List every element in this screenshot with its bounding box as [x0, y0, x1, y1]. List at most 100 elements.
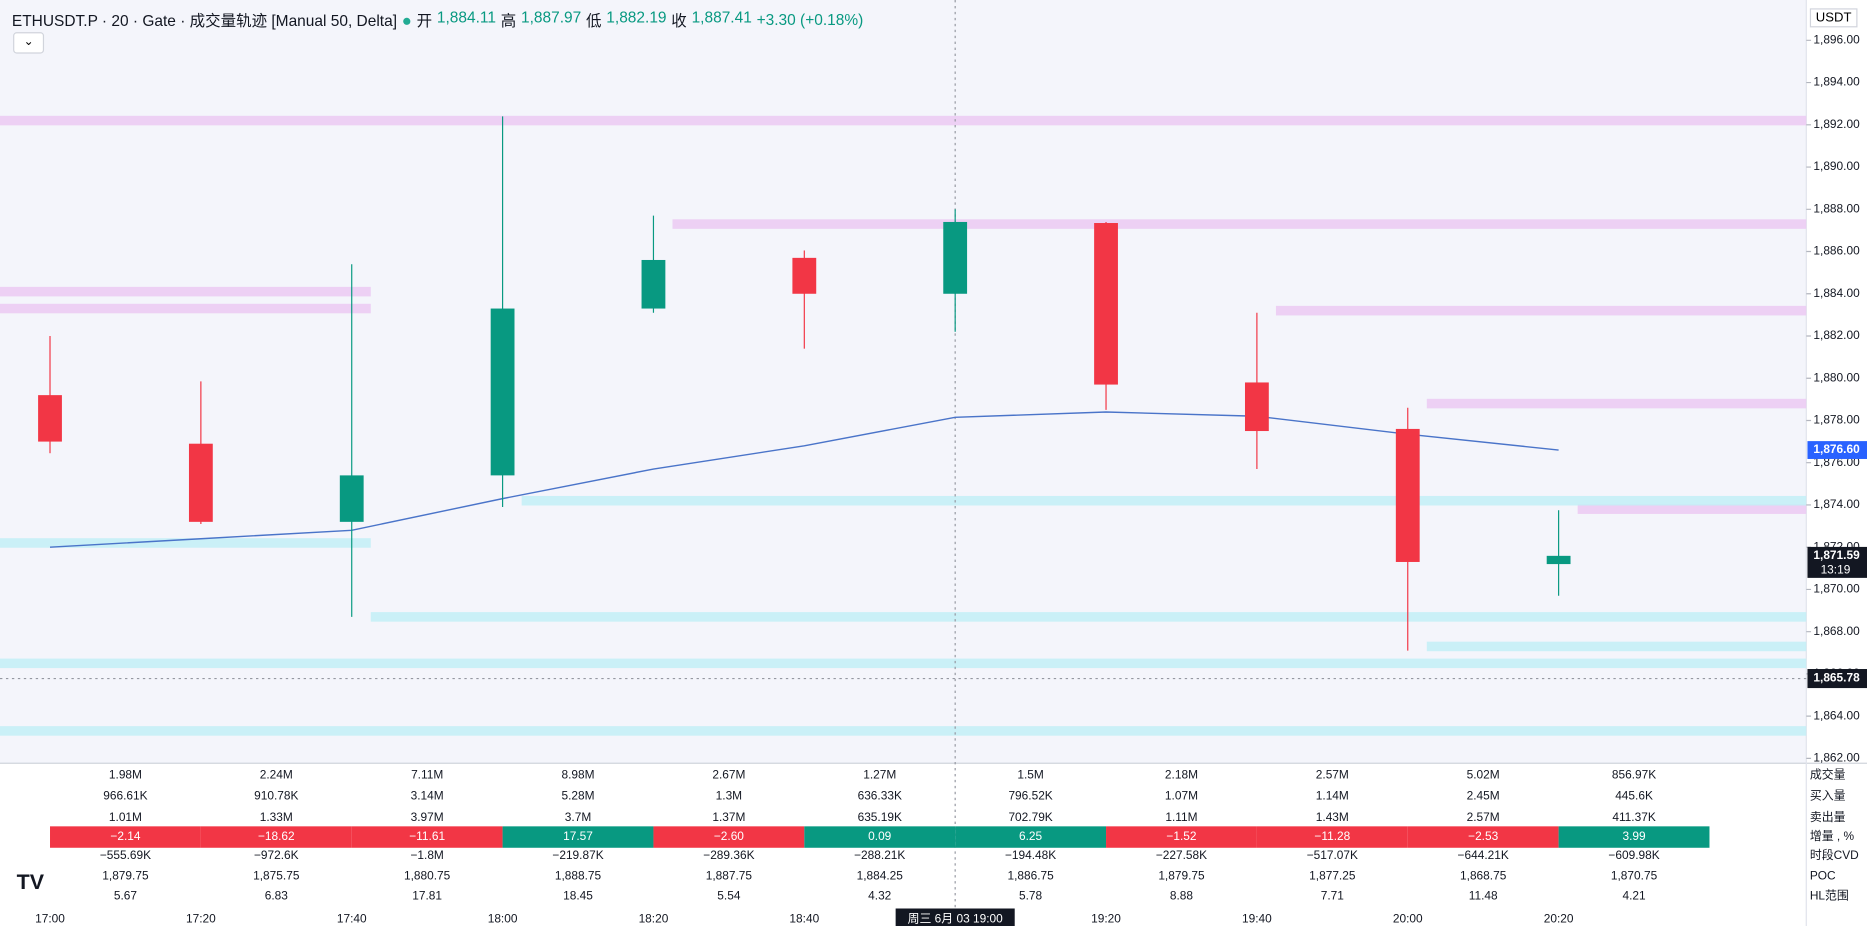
candle-body [1094, 223, 1118, 385]
table-cell: 5.78 [1019, 889, 1043, 903]
table-cell: 1.43M [1316, 810, 1349, 824]
table-cell: 1,879.75 [1158, 868, 1205, 882]
level-zone [1577, 504, 1807, 514]
table-cell: −2.14 [110, 829, 140, 843]
x-tick-label: 17:20 [186, 911, 216, 925]
row-label: POC [1810, 868, 1836, 882]
table-cell: 2.18M [1165, 767, 1198, 781]
delta-cell [200, 826, 352, 848]
table-cell: −194.48K [1005, 848, 1056, 862]
table-cell: 1.98M [109, 767, 142, 781]
table-cell: 1.37M [712, 810, 745, 824]
table-cell: 635.19K [858, 810, 902, 824]
y-tick-label: 1,878.00 [1813, 413, 1860, 427]
table-cell: 8.98M [561, 767, 594, 781]
y-tick-label: 1,886.00 [1813, 244, 1860, 258]
table-cell: 18.45 [563, 889, 593, 903]
table-cell: 1,880.75 [404, 868, 451, 882]
y-tick-label: 1,870.00 [1813, 582, 1860, 596]
table-cell: 17.57 [563, 829, 593, 843]
y-tick-label: 1,882.00 [1813, 328, 1860, 342]
change: +3.30 (+0.18%) [756, 10, 864, 29]
row-label: HL范围 [1810, 889, 1849, 903]
table-cell: 1,875.75 [253, 868, 300, 882]
table-cell: 1.14M [1316, 789, 1349, 803]
header: ETHUSDT.P · 20 · Gate · 成交量轨迹 [Manual 50… [12, 8, 863, 31]
table-cell: 411.37K [1612, 810, 1655, 824]
y-tick-label: 1,894.00 [1813, 75, 1860, 89]
logo: TV [17, 870, 45, 894]
table-cell: 4.32 [868, 889, 892, 903]
level-zone [0, 303, 371, 314]
x-tick-label: 19:20 [1091, 911, 1121, 925]
table-cell: 5.54 [717, 889, 741, 903]
table-cell: 4.21 [1622, 889, 1646, 903]
level-zone [1426, 641, 1807, 652]
table-cell: 8.88 [1170, 889, 1194, 903]
table-cell: −288.21K [854, 848, 905, 862]
level-zone [1275, 305, 1807, 316]
level-zone [0, 726, 1807, 736]
table-cell: 1.01M [109, 810, 142, 824]
row-label: 增量 , % [1810, 829, 1855, 843]
delta-cell [653, 826, 805, 848]
x-tick-label: 17:00 [35, 911, 65, 925]
y-tick-label: 1,880.00 [1813, 370, 1860, 384]
table-cell: 1,879.75 [102, 868, 149, 882]
candle-body [1244, 382, 1269, 432]
table-cell: −2.60 [714, 829, 744, 843]
x-tick-label: 20:00 [1393, 911, 1423, 925]
table-cell: 1,877.25 [1309, 868, 1356, 882]
table-cell: 5.02M [1467, 767, 1500, 781]
ohlc-value: 1,887.41 [691, 8, 752, 27]
ohlc-key: 收 [671, 11, 687, 30]
table-cell: −18.62 [258, 829, 295, 843]
ohlc-value: 1,884.11 [436, 8, 496, 27]
delta-cell [1558, 826, 1710, 848]
candle-body [188, 443, 213, 522]
y-tick-label: 1,888.00 [1813, 201, 1860, 215]
price-label-bg [1807, 441, 1867, 459]
x-tick-label: 20:20 [1544, 911, 1574, 925]
x-tick-label: 17:40 [337, 911, 367, 925]
row-label: 成交量 [1810, 767, 1846, 781]
table-cell: −227.58K [1156, 848, 1207, 862]
delta-cell [955, 826, 1107, 848]
table-cell: 1,868.75 [1460, 868, 1507, 882]
y-tick-label: 1,864.00 [1813, 708, 1860, 722]
table-cell: 2.57M [1467, 810, 1500, 824]
table-cell: −11.28 [1314, 829, 1350, 843]
level-zone [0, 538, 371, 548]
table-cell: 7.71 [1321, 889, 1345, 903]
ohlc-key: 开 [416, 11, 433, 30]
collapse-button[interactable]: ⌄ [13, 32, 45, 54]
price-label: 1,871.59 [1813, 548, 1860, 562]
price-label: 1,876.60 [1813, 442, 1860, 456]
table-cell: 3.7M [565, 810, 591, 824]
table-cell: 445.6K [1615, 789, 1653, 803]
y-tick-label: 1,896.00 [1813, 32, 1860, 46]
table-cell: −517.07K [1307, 848, 1358, 862]
table-cell: −289.36K [703, 848, 754, 862]
y-tick-label: 1,868.00 [1813, 624, 1860, 638]
level-zone [0, 115, 1807, 126]
delta-cell [804, 826, 956, 848]
table-cell: −555.69K [100, 848, 151, 862]
table-cell: 2.24M [260, 767, 293, 781]
delta-cell [1407, 826, 1559, 848]
x-tick-label: 18:00 [488, 911, 518, 925]
table-cell: −1.8M [410, 848, 443, 862]
table-cell: 910.78K [254, 789, 298, 803]
table-cell: 1,870.75 [1611, 868, 1658, 882]
ohlc-key: 低 [586, 11, 602, 30]
table-cell: 2.45M [1467, 789, 1500, 803]
table-cell: 1,887.75 [706, 868, 753, 882]
table-cell: 11.48 [1469, 889, 1498, 903]
candle-body [490, 308, 515, 476]
row-label: 卖出量 [1810, 810, 1846, 824]
currency-button[interactable]: USDT [1809, 8, 1858, 28]
y-tick-label: 1,884.00 [1813, 286, 1860, 300]
ohlc: 开 1,884.11 高 1,887.97 低 1,882.19 收 1,887.41 [417, 8, 752, 31]
